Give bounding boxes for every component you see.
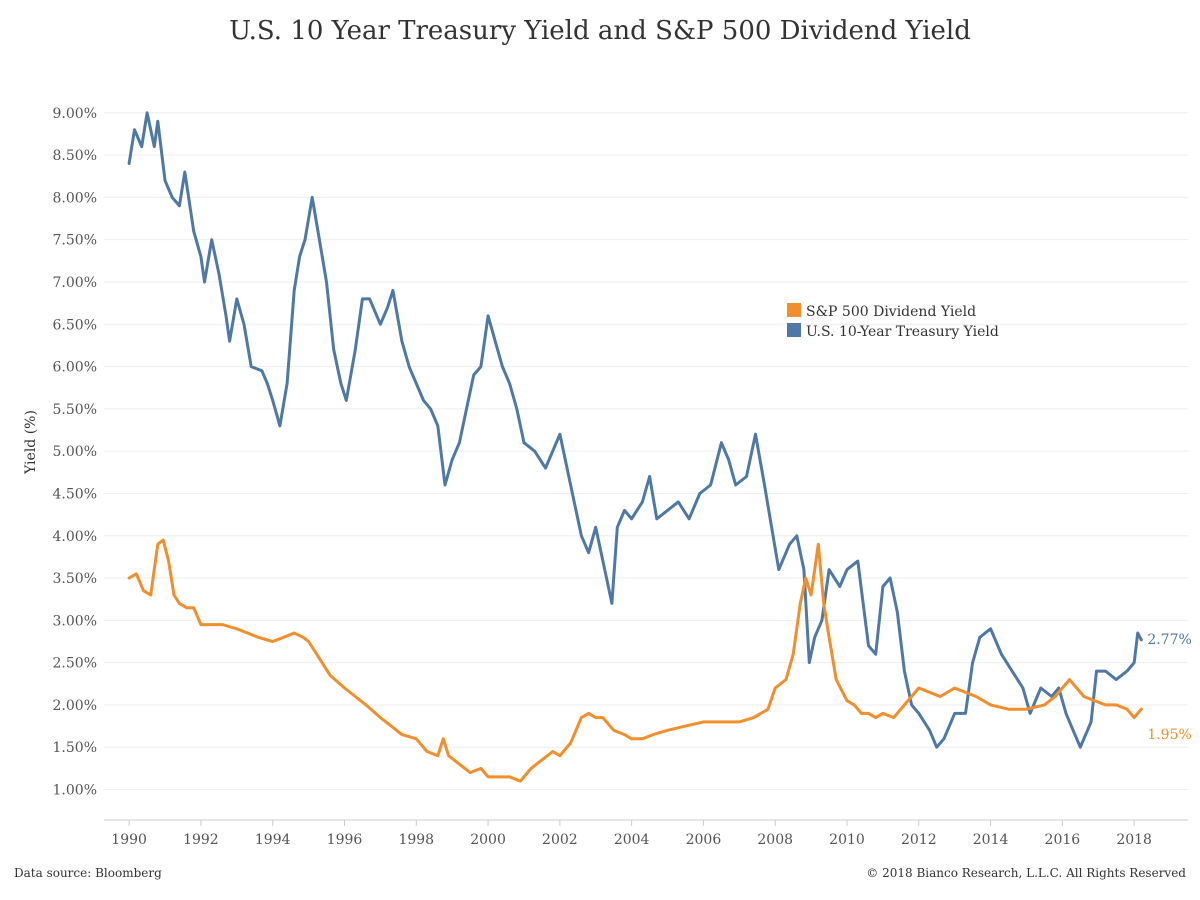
- series-lines: [127, 111, 1143, 783]
- y-axis: 1.00% 1.50% 2.00% 2.50% 3.00% 3.50% 4.00% 4.50%…: [53, 106, 97, 799]
- x-tick-label: 1996: [327, 832, 363, 848]
- legend: S&P 500 Dividend Yield U.S. 10-Year Trea…: [787, 303, 999, 340]
- legend-label-treasury: U.S. 10-Year Treasury Yield: [806, 324, 999, 340]
- x-tick-label: 2002: [542, 832, 578, 848]
- y-tick-label: 5.00%: [53, 444, 97, 460]
- end-labels: 1.95% 2.77%: [1147, 632, 1191, 743]
- x-axis: 1990 1992 1994 1996 1998 2000 2002 2004 2006 2008…: [104, 819, 1188, 848]
- y-tick-label: 8.50%: [53, 148, 97, 164]
- y-tick-label: 2.00%: [53, 698, 97, 714]
- y-tick-label: 4.50%: [53, 486, 97, 502]
- y-tick-label: 3.00%: [53, 613, 97, 629]
- x-tick-label: 2006: [686, 832, 722, 848]
- chart-title: U.S. 10 Year Treasury Yield and S&P 500 …: [229, 16, 971, 46]
- y-tick-label: 1.50%: [53, 740, 97, 756]
- legend-swatch-dividend: [787, 303, 801, 317]
- grid-lines: [104, 112, 1188, 791]
- data-source-note: Data source: Bloomberg: [14, 866, 162, 880]
- x-tick-label: 2012: [901, 832, 937, 848]
- treasury-yield-line: [127, 111, 1143, 749]
- x-tick-label: 2010: [829, 832, 865, 848]
- copyright-note: © 2018 Bianco Research, L.L.C. All Right…: [866, 866, 1186, 880]
- x-tick-label: 1998: [398, 832, 434, 848]
- y-tick-label: 7.00%: [53, 275, 97, 291]
- x-tick-label: 2014: [973, 832, 1009, 848]
- y-tick-label: 9.00%: [53, 106, 97, 122]
- x-tick-label: 2004: [614, 832, 650, 848]
- legend-swatch-treasury: [787, 323, 801, 337]
- y-tick-label: 2.50%: [53, 656, 97, 672]
- x-tick-label: 2000: [470, 832, 506, 848]
- dividend-end-label: 1.95%: [1147, 727, 1191, 743]
- x-tick-label: 2008: [757, 832, 793, 848]
- x-tick-label: 1994: [255, 832, 291, 848]
- x-tick-label: 1990: [111, 832, 147, 848]
- x-tick-label: 1992: [183, 832, 219, 848]
- y-tick-label: 6.50%: [53, 317, 97, 333]
- y-axis-title: Yield (%): [23, 410, 39, 475]
- y-tick-label: 5.50%: [53, 402, 97, 418]
- y-tick-label: 6.00%: [53, 360, 97, 376]
- x-tick-label: 2018: [1116, 832, 1152, 848]
- y-tick-label: 7.50%: [53, 233, 97, 249]
- y-tick-label: 1.00%: [53, 783, 97, 799]
- treasury-end-label: 2.77%: [1147, 632, 1191, 648]
- y-tick-label: 4.00%: [53, 529, 97, 545]
- y-tick-label: 8.00%: [53, 190, 97, 206]
- dividend-yield-line: [127, 538, 1143, 783]
- legend-label-dividend: S&P 500 Dividend Yield: [806, 304, 976, 320]
- x-tick-label: 2016: [1045, 832, 1081, 848]
- y-tick-label: 3.50%: [53, 571, 97, 587]
